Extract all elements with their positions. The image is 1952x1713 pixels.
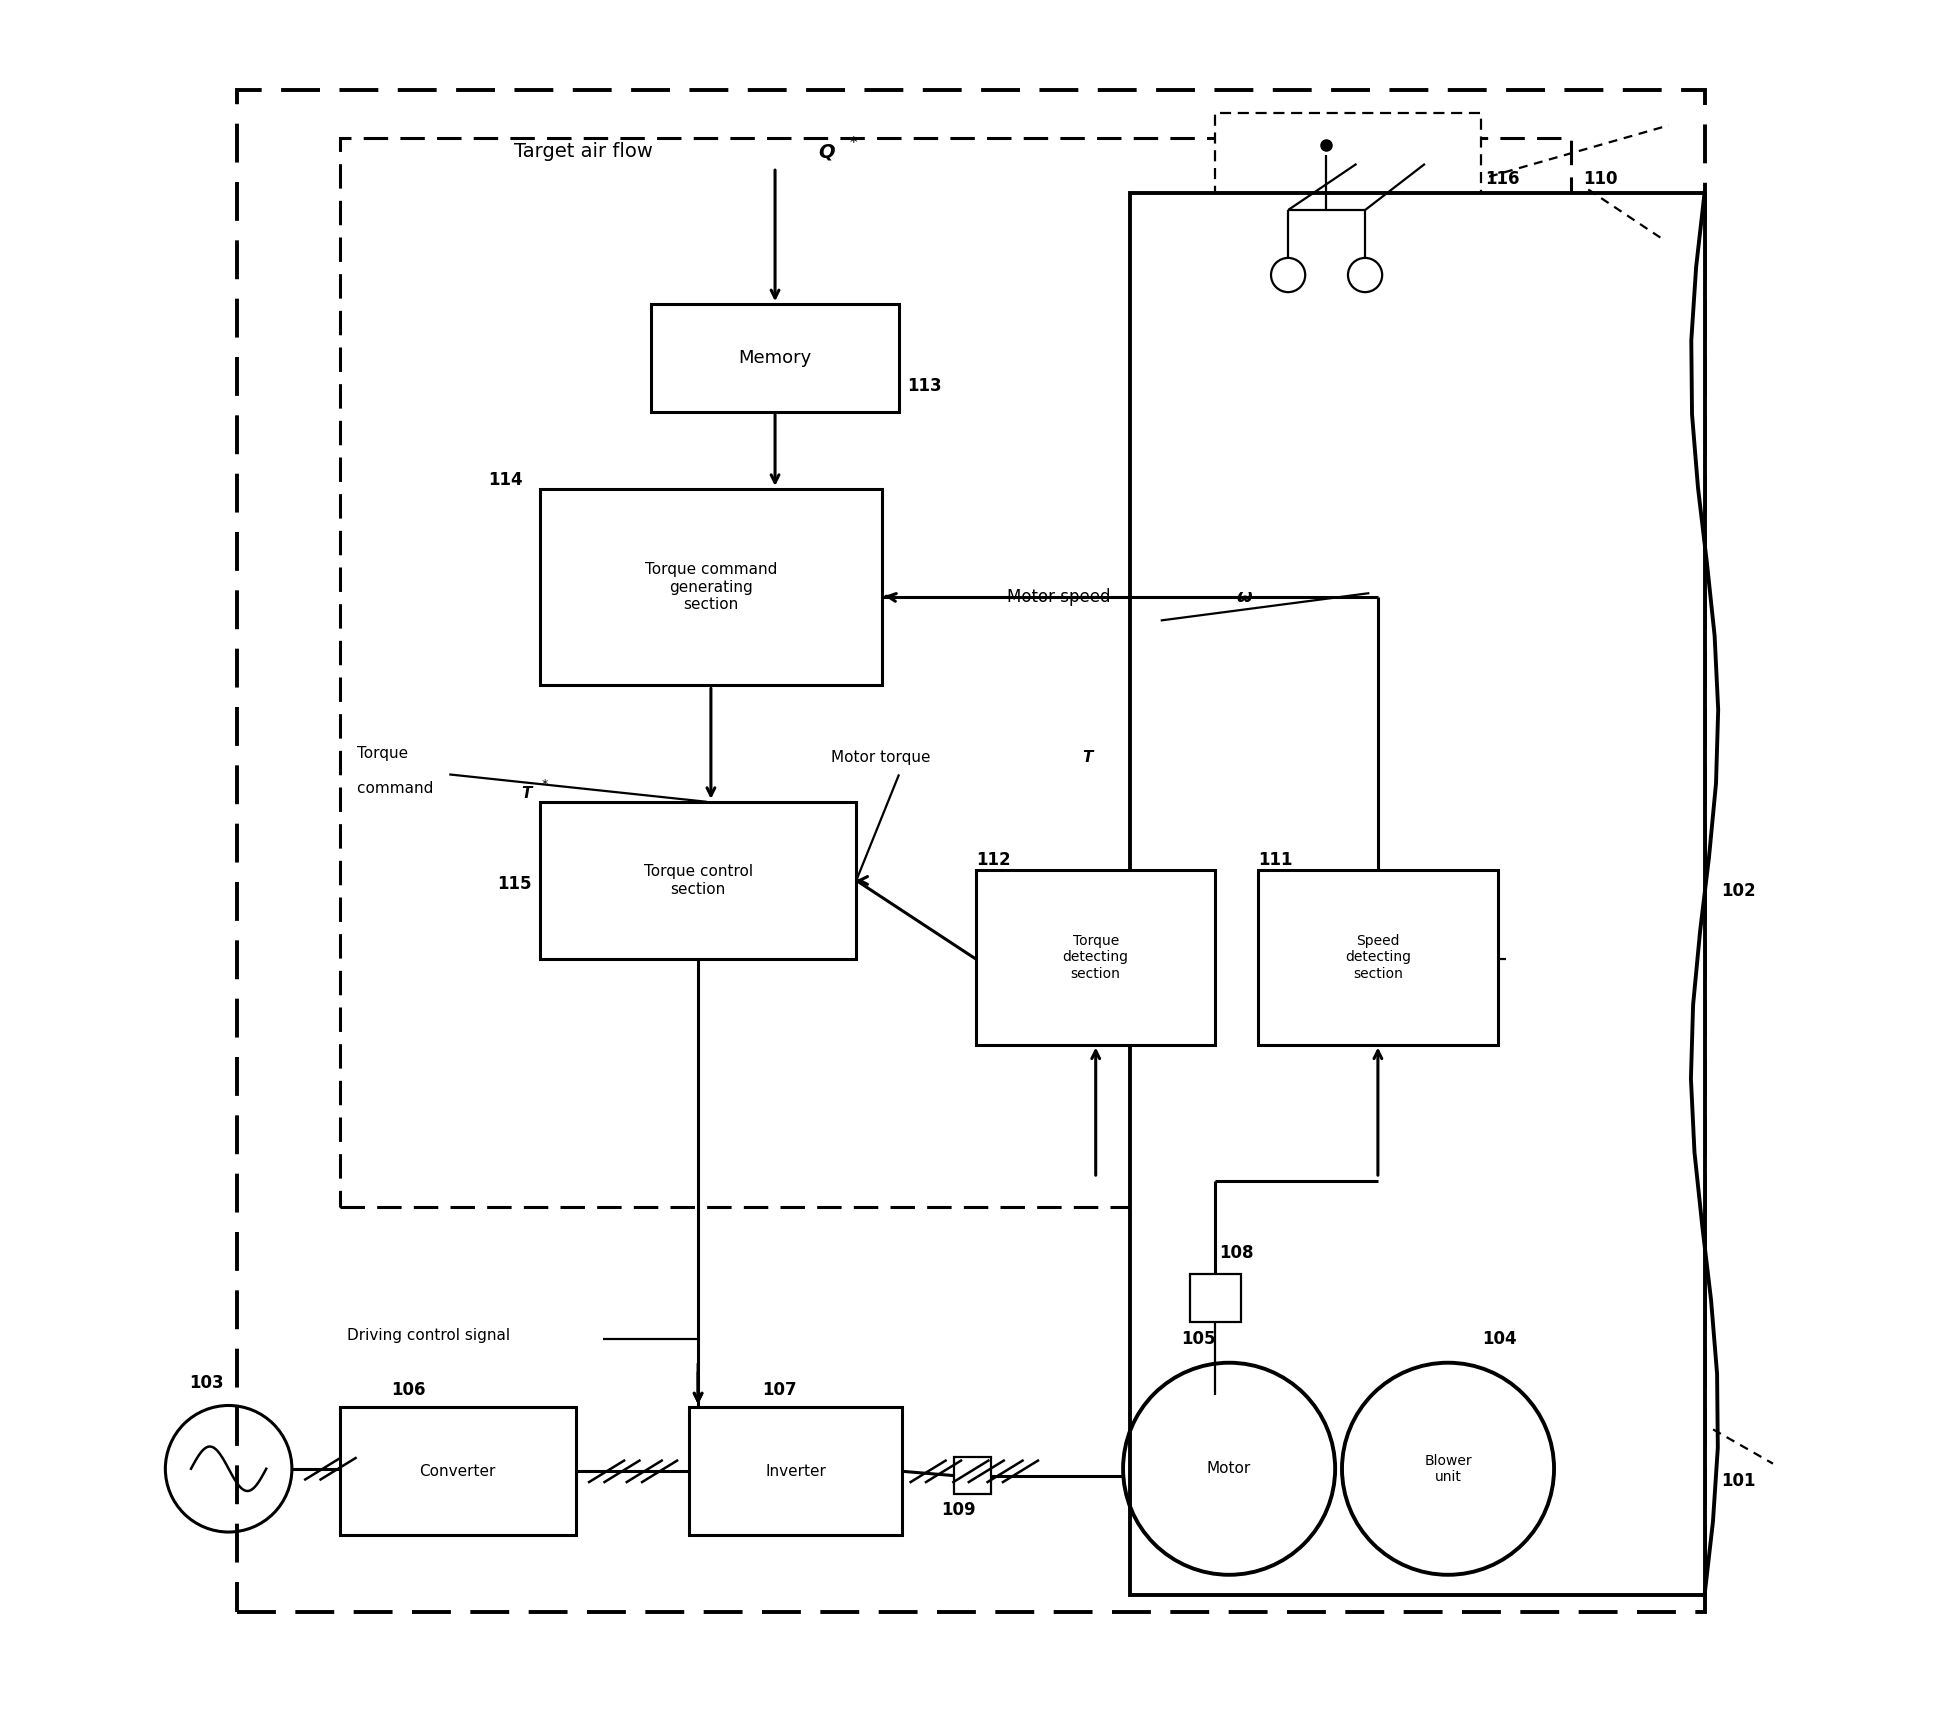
Text: 112: 112 (976, 851, 1011, 868)
Text: Torque
detecting
section: Torque detecting section (1062, 934, 1128, 980)
Text: Motor: Motor (1206, 1461, 1251, 1477)
Text: Motor speed: Motor speed (1007, 588, 1115, 606)
Text: Driving control signal: Driving control signal (347, 1328, 509, 1343)
Bar (1216, 113, 1480, 327)
Text: 106: 106 (390, 1381, 426, 1400)
Text: *: * (849, 135, 857, 151)
Text: 116: 116 (1485, 170, 1521, 188)
Text: Speed
detecting
section: Speed detecting section (1345, 934, 1411, 980)
Text: Target air flow: Target air flow (513, 142, 660, 161)
Text: 113: 113 (908, 377, 943, 396)
Text: 109: 109 (941, 1501, 976, 1519)
Text: 101: 101 (1722, 1471, 1757, 1490)
Bar (1130, 194, 1704, 1595)
Text: Torque control
section: Torque control section (644, 865, 753, 896)
Text: 114: 114 (488, 471, 523, 490)
Bar (955, 1456, 992, 1494)
Text: Memory: Memory (738, 349, 812, 367)
Text: 110: 110 (1583, 170, 1618, 188)
Text: Torque: Torque (357, 747, 408, 761)
Text: 107: 107 (761, 1381, 796, 1400)
Text: Q: Q (818, 142, 835, 161)
Text: ω: ω (1236, 588, 1251, 606)
Text: 104: 104 (1482, 1329, 1517, 1348)
Bar (1191, 1274, 1241, 1322)
Bar (340, 139, 1571, 1208)
Bar (1259, 870, 1497, 1045)
Text: Blower
unit: Blower unit (1425, 1454, 1472, 1483)
Text: 115: 115 (498, 875, 531, 892)
Text: Torque command
generating
section: Torque command generating section (644, 562, 777, 612)
Text: 102: 102 (1722, 882, 1757, 899)
Bar (689, 1406, 902, 1535)
Text: 108: 108 (1218, 1244, 1253, 1262)
Bar (541, 802, 857, 959)
Text: 111: 111 (1259, 851, 1292, 868)
Text: Motor torque: Motor torque (832, 750, 935, 764)
Bar (652, 305, 900, 411)
Bar (976, 870, 1216, 1045)
Bar (238, 91, 1704, 1612)
Text: Inverter: Inverter (765, 1465, 826, 1478)
Bar (541, 488, 882, 685)
Bar (340, 1406, 576, 1535)
Text: Converter: Converter (420, 1465, 496, 1478)
Text: 103: 103 (189, 1374, 224, 1393)
Text: *: * (541, 778, 549, 791)
Text: T: T (1081, 750, 1093, 764)
Text: T: T (521, 786, 531, 800)
Text: command: command (357, 781, 437, 795)
Text: 105: 105 (1181, 1329, 1216, 1348)
